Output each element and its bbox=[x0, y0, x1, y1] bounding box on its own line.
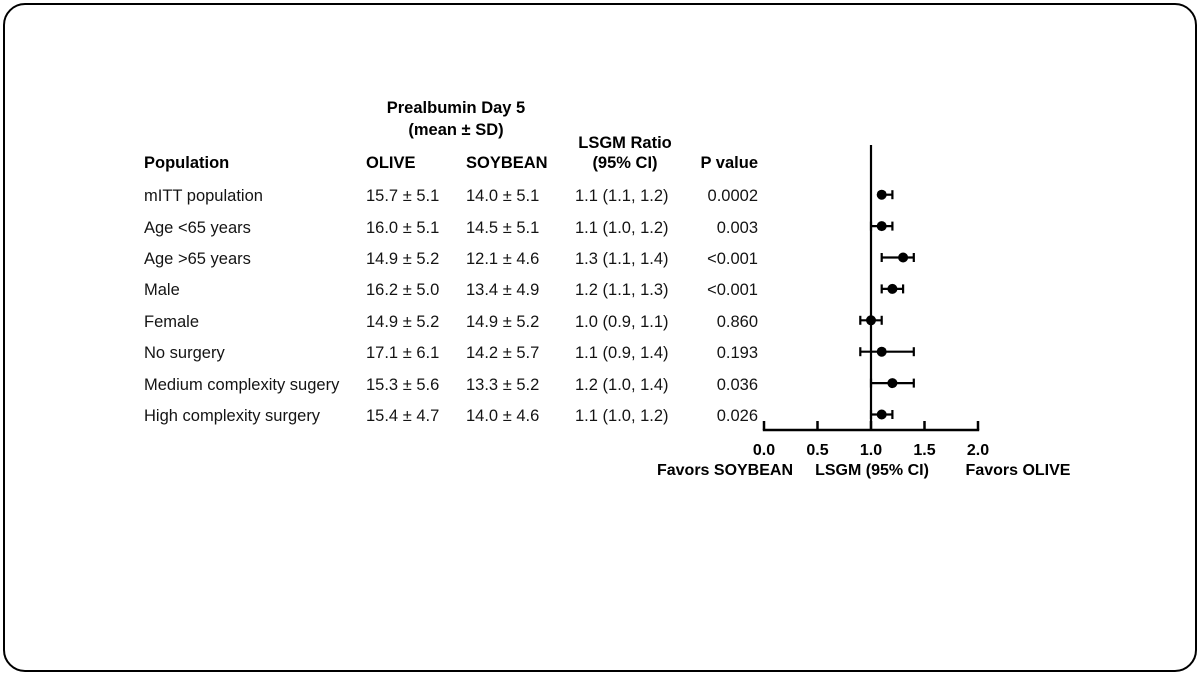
subgroup-table: Population OLIVE SOYBEAN LSGM Ratio (95%… bbox=[144, 133, 758, 432]
row-soybean-value: 14.5 ± 5.1 bbox=[466, 218, 540, 237]
estimates bbox=[859, 189, 915, 420]
row-population: Female bbox=[144, 312, 200, 331]
row-p-value: <0.001 bbox=[707, 281, 758, 300]
header-lsgm-ratio: LSGM Ratio (95% CI) bbox=[575, 133, 675, 181]
row-olive-value: 15.4 ± 4.7 bbox=[366, 406, 440, 425]
row-soybean-value: 14.0 ± 4.6 bbox=[466, 406, 540, 425]
point-estimate bbox=[898, 252, 909, 263]
row-soybean-value: 13.4 ± 4.9 bbox=[466, 281, 540, 300]
row-population: Medium complexity sugery bbox=[144, 375, 340, 394]
row-lsgm-ratio: 1.1 (1.0, 1.2) bbox=[575, 218, 669, 237]
row-p-value: 0.026 bbox=[716, 406, 758, 425]
x-tick-label: 2.0 bbox=[967, 442, 989, 459]
row-lsgm-ratio: 1.2 (1.1, 1.3) bbox=[575, 281, 669, 300]
row-soybean-value: 12.1 ± 4.6 bbox=[466, 249, 540, 268]
row-p-value: 0.036 bbox=[716, 375, 758, 394]
row-p-value: 0.193 bbox=[716, 344, 758, 363]
row-olive-value: 15.7 ± 5.1 bbox=[366, 187, 440, 206]
point-estimate bbox=[887, 283, 898, 294]
header-population: Population bbox=[144, 154, 230, 172]
x-tick-label: 0.0 bbox=[753, 442, 775, 459]
x-tick-label: 0.5 bbox=[806, 442, 828, 459]
point-estimate bbox=[876, 346, 887, 357]
row-olive-value: 17.1 ± 6.1 bbox=[366, 344, 440, 363]
row-population: Age >65 years bbox=[144, 249, 251, 268]
row-soybean-value: 14.2 ± 5.7 bbox=[466, 344, 540, 363]
row-population: High complexity surgery bbox=[144, 406, 321, 425]
header-olive: OLIVE bbox=[366, 154, 416, 172]
header-lsgm-line2: (95% CI) bbox=[592, 154, 658, 172]
row-soybean-value: 13.3 ± 5.2 bbox=[466, 375, 540, 394]
row-population: Male bbox=[144, 281, 180, 300]
row-lsgm-ratio: 1.0 (0.9, 1.1) bbox=[575, 312, 669, 331]
favors-soybean-label: Favors SOYBEAN bbox=[656, 462, 794, 479]
point-estimate bbox=[876, 189, 887, 200]
row-olive-value: 14.9 ± 5.2 bbox=[366, 249, 440, 268]
x-axis: 0.0 0.5 1.0 1.5 2.0 bbox=[753, 421, 989, 459]
forest-plot: 0.0 0.5 1.0 1.5 2.0 bbox=[753, 145, 989, 459]
header-lsgm-line1: LSGM Ratio bbox=[578, 134, 672, 152]
row-p-value: 0.860 bbox=[716, 312, 758, 331]
column-group-header-line2: (mean ± SD) bbox=[408, 121, 504, 139]
row-olive-value: 14.9 ± 5.2 bbox=[366, 312, 440, 331]
point-estimate bbox=[876, 221, 887, 232]
row-soybean-value: 14.9 ± 5.2 bbox=[466, 312, 540, 331]
row-population: Age <65 years bbox=[144, 218, 251, 237]
x-tick-label: 1.0 bbox=[860, 442, 882, 459]
row-p-value: 0.0002 bbox=[707, 187, 758, 206]
row-p-value: 0.003 bbox=[716, 218, 758, 237]
header-p-value: P value bbox=[700, 154, 758, 172]
column-group-header: Prealbumin Day 5 (mean ± SD) bbox=[336, 97, 576, 141]
point-estimate bbox=[887, 378, 898, 389]
point-estimate bbox=[866, 315, 876, 326]
row-lsgm-ratio: 1.3 (1.1, 1.4) bbox=[575, 249, 669, 268]
row-lsgm-ratio: 1.1 (0.9, 1.4) bbox=[575, 344, 669, 363]
figure-frame: Prealbumin Day 5 (mean ± SD) Population … bbox=[3, 3, 1197, 672]
row-lsgm-ratio: 1.1 (1.0, 1.2) bbox=[575, 406, 669, 425]
x-tick-label: 1.5 bbox=[913, 442, 935, 459]
row-population: No surgery bbox=[144, 344, 225, 363]
row-soybean-value: 14.0 ± 5.1 bbox=[466, 187, 540, 206]
row-olive-value: 15.3 ± 5.6 bbox=[366, 375, 440, 394]
row-olive-value: 16.0 ± 5.1 bbox=[366, 218, 440, 237]
column-group-header-line1: Prealbumin Day 5 bbox=[386, 99, 526, 117]
row-lsgm-ratio: 1.2 (1.0, 1.4) bbox=[575, 375, 669, 394]
header-soybean: SOYBEAN bbox=[466, 154, 548, 172]
favors-olive-label: Favors OLIVE bbox=[965, 462, 1071, 479]
row-lsgm-ratio: 1.1 (1.1, 1.2) bbox=[575, 187, 669, 206]
point-estimate bbox=[876, 409, 887, 420]
row-population: mITT population bbox=[144, 187, 263, 206]
x-axis-label: LSGM (95% CI) bbox=[815, 462, 929, 479]
row-p-value: <0.001 bbox=[707, 249, 758, 268]
row-olive-value: 16.2 ± 5.0 bbox=[366, 281, 440, 300]
